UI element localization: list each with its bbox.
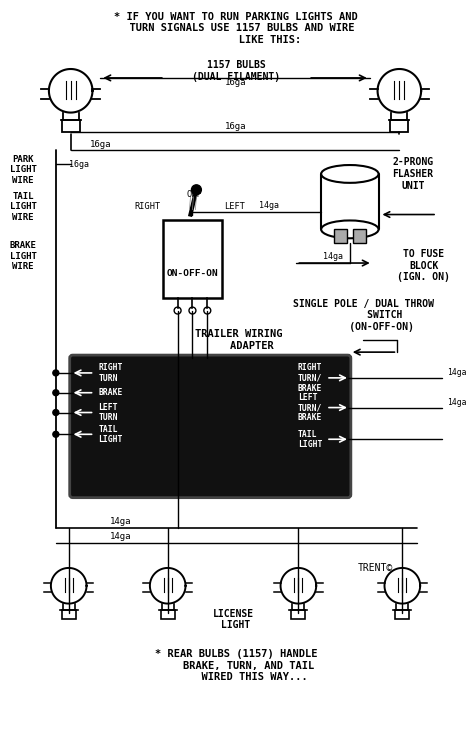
Bar — [292, 610, 305, 620]
Text: 16ga: 16ga — [225, 122, 247, 131]
Text: 14ga: 14ga — [323, 252, 343, 261]
Bar — [161, 610, 174, 620]
Text: ON-OFF-ON: ON-OFF-ON — [166, 269, 219, 278]
Text: LEFT: LEFT — [224, 202, 245, 211]
Text: 14ga: 14ga — [259, 201, 279, 210]
Text: 1157 BULBS
(DUAL FILAMENT): 1157 BULBS (DUAL FILAMENT) — [192, 60, 280, 82]
Text: SINGLE POLE / DUAL THROW
       SWITCH
      (ON-OFF-ON): SINGLE POLE / DUAL THROW SWITCH (ON-OFF-… — [293, 299, 435, 332]
Circle shape — [53, 370, 59, 376]
Text: OFF: OFF — [187, 191, 202, 199]
Text: 16ga: 16ga — [225, 78, 247, 88]
Text: RIGHT
TURN/
BRAKE: RIGHT TURN/ BRAKE — [298, 363, 322, 393]
Bar — [391, 120, 408, 132]
Bar — [163, 220, 222, 298]
Circle shape — [53, 390, 59, 396]
Text: BRAKE
LIGHT
WIRE: BRAKE LIGHT WIRE — [10, 241, 36, 271]
Text: TO FUSE
BLOCK
(IGN. ON): TO FUSE BLOCK (IGN. ON) — [397, 249, 450, 283]
Text: 14ga: 14ga — [109, 531, 131, 541]
Bar — [334, 229, 347, 243]
Text: RIGHT: RIGHT — [135, 202, 161, 211]
Text: TRAILER WIRING
    ADAPTER: TRAILER WIRING ADAPTER — [195, 329, 283, 351]
Text: LEFT
TURN/
BRAKE: LEFT TURN/ BRAKE — [298, 393, 322, 423]
Bar — [62, 120, 80, 132]
Bar — [353, 229, 366, 243]
Text: TRENT©: TRENT© — [358, 563, 393, 573]
Circle shape — [53, 431, 59, 437]
Text: RIGHT
TURN: RIGHT TURN — [99, 364, 123, 383]
Circle shape — [53, 410, 59, 415]
Text: PARK
LIGHT
WIRE: PARK LIGHT WIRE — [10, 155, 36, 185]
Text: TAIL
LIGHT: TAIL LIGHT — [99, 425, 123, 444]
Text: 16ga: 16ga — [69, 160, 89, 169]
Text: TAIL
LIGHT: TAIL LIGHT — [298, 429, 322, 449]
Text: * REAR BULBS (1157) HANDLE
    BRAKE, TURN, AND TAIL
      WIRED THIS WAY...: * REAR BULBS (1157) HANDLE BRAKE, TURN, … — [155, 649, 317, 683]
Text: BRAKE: BRAKE — [99, 388, 123, 397]
Bar — [395, 610, 409, 620]
Text: 14ga: 14ga — [109, 517, 131, 526]
Circle shape — [191, 185, 201, 195]
Text: 2-PRONG
FLASHER
UNIT: 2-PRONG FLASHER UNIT — [392, 158, 434, 191]
Text: 14ga: 14ga — [447, 398, 466, 407]
Text: LICENSE
 LIGHT: LICENSE LIGHT — [212, 609, 254, 630]
Bar — [62, 610, 76, 620]
Text: LEFT
TURN: LEFT TURN — [99, 403, 118, 422]
Text: * IF YOU WANT TO RUN PARKING LIGHTS AND
  TURN SIGNALS USE 1157 BULBS AND WIRE
 : * IF YOU WANT TO RUN PARKING LIGHTS AND … — [114, 12, 358, 45]
Text: 16ga: 16ga — [90, 139, 111, 149]
FancyBboxPatch shape — [70, 355, 351, 498]
Text: TAIL
LIGHT
WIRE: TAIL LIGHT WIRE — [10, 192, 36, 221]
Text: 14ga: 14ga — [447, 369, 466, 377]
